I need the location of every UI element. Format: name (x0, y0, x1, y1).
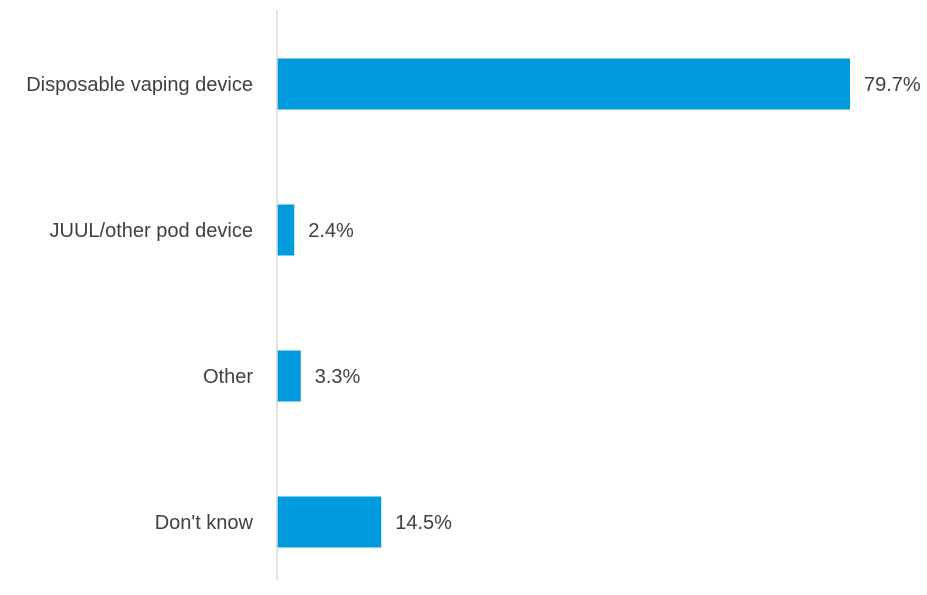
value-label: 2.4% (308, 220, 354, 242)
value-label: 14.5% (395, 512, 452, 534)
bar (277, 350, 301, 402)
category-label: Don't know (155, 512, 254, 534)
bar (277, 58, 850, 110)
value-label: 79.7% (864, 74, 921, 96)
bar (277, 496, 382, 548)
category-label: Disposable vaping device (26, 74, 253, 96)
labels-layer: Disposable vaping device 79.7% JUUL/other … (26, 74, 921, 534)
bar (277, 204, 295, 256)
value-label: 3.3% (315, 366, 361, 388)
bars-layer (277, 58, 850, 548)
category-label: Other (203, 366, 253, 388)
category-label: JUUL/other pod device (50, 220, 253, 242)
